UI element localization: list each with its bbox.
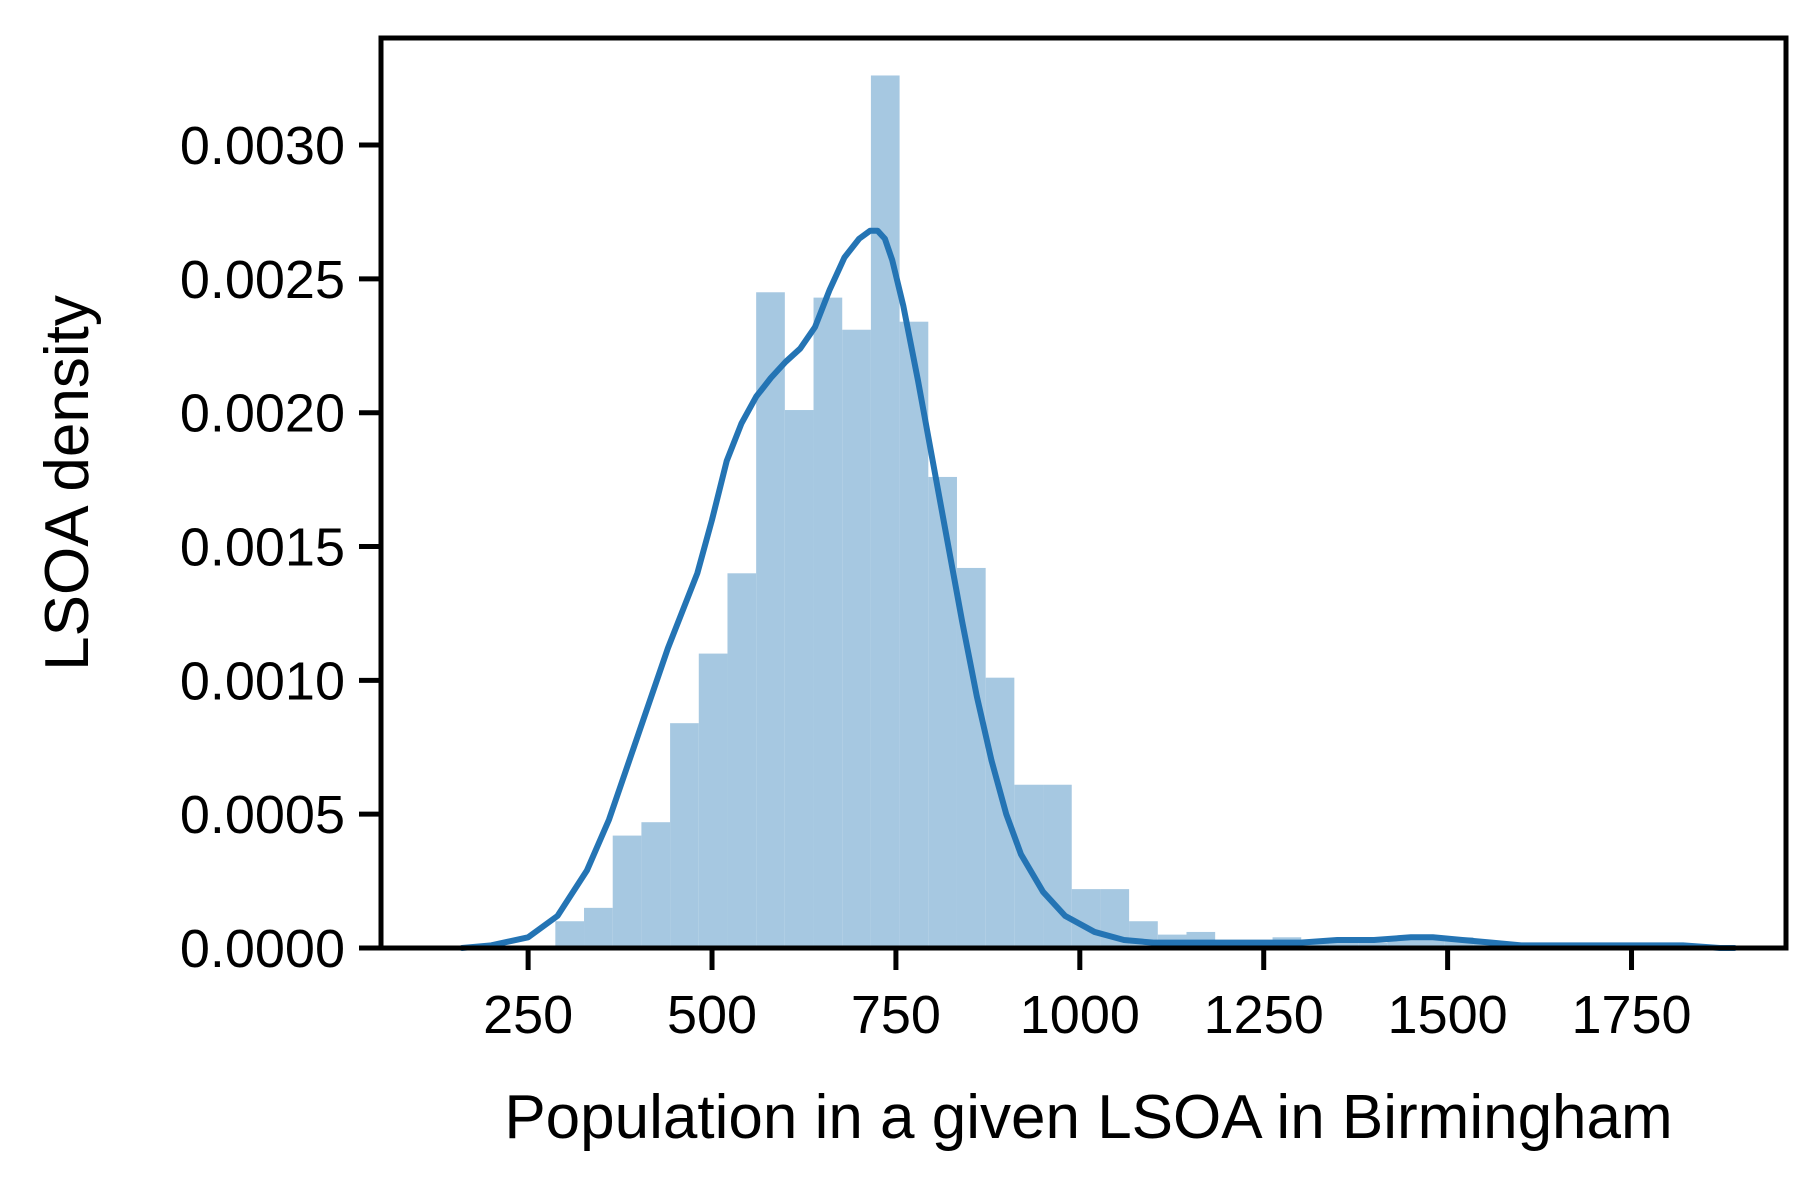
x-tick-label: 1000: [1020, 985, 1140, 1045]
y-tick-label: 0.0015: [180, 518, 345, 578]
y-axis-ticks: 0.0000 0.0005 0.0010 0.0015 0.0020 0.0025 0.00…: [180, 116, 381, 979]
y-tick-label: 0.0020: [180, 384, 345, 444]
histogram-bar: [985, 677, 1015, 948]
histogram-bar: [870, 75, 900, 949]
x-axis-ticks: 250 500 750 1000 1250 1500 1750: [483, 948, 1692, 1045]
y-tick-label: 0.0005: [180, 785, 345, 845]
x-axis-title: Population in a given LSOA in Birmingham: [504, 1083, 1672, 1152]
histogram-bar: [1473, 942, 1503, 948]
histogram-bar: [1387, 937, 1416, 948]
y-tick-label: 0.0010: [180, 651, 345, 711]
histogram-bar: [1415, 937, 1445, 948]
histogram-bar: [698, 653, 728, 948]
x-tick-label: 1750: [1571, 985, 1691, 1045]
histogram-bar: [612, 835, 642, 948]
x-tick-label: 500: [667, 985, 757, 1045]
histogram-bar: [813, 297, 843, 948]
histogram-bar: [1358, 942, 1388, 948]
x-tick-label: 750: [851, 985, 941, 1045]
histogram-bar: [928, 476, 957, 948]
histogram-bar: [555, 921, 585, 948]
histogram-bar: [584, 907, 613, 948]
y-axis-title: LSOA density: [33, 295, 102, 671]
histogram-bar: [784, 410, 814, 948]
x-tick-label: 1500: [1388, 985, 1508, 1045]
kde-density-line: [458, 227, 1738, 951]
histogram-bar: [1043, 784, 1072, 948]
x-tick-label: 1250: [1204, 985, 1324, 1045]
histogram-bar: [727, 573, 757, 948]
histogram-bar: [1071, 889, 1101, 948]
y-tick-label: 0.0025: [180, 250, 345, 310]
y-tick-label: 0.0000: [180, 919, 345, 979]
histogram-bar: [1301, 942, 1330, 948]
histogram-bars: [555, 75, 1675, 949]
histogram-bar: [641, 822, 671, 948]
kde-curve-group: [458, 227, 1738, 951]
x-tick-label: 250: [483, 985, 573, 1045]
plot-area-frame: [378, 35, 1789, 951]
histogram-bar: [756, 292, 785, 948]
histogram-bar: [670, 723, 699, 948]
histogram-bar: [842, 329, 871, 948]
y-tick-label: 0.0030: [180, 116, 345, 176]
histogram-bar: [1329, 942, 1359, 948]
